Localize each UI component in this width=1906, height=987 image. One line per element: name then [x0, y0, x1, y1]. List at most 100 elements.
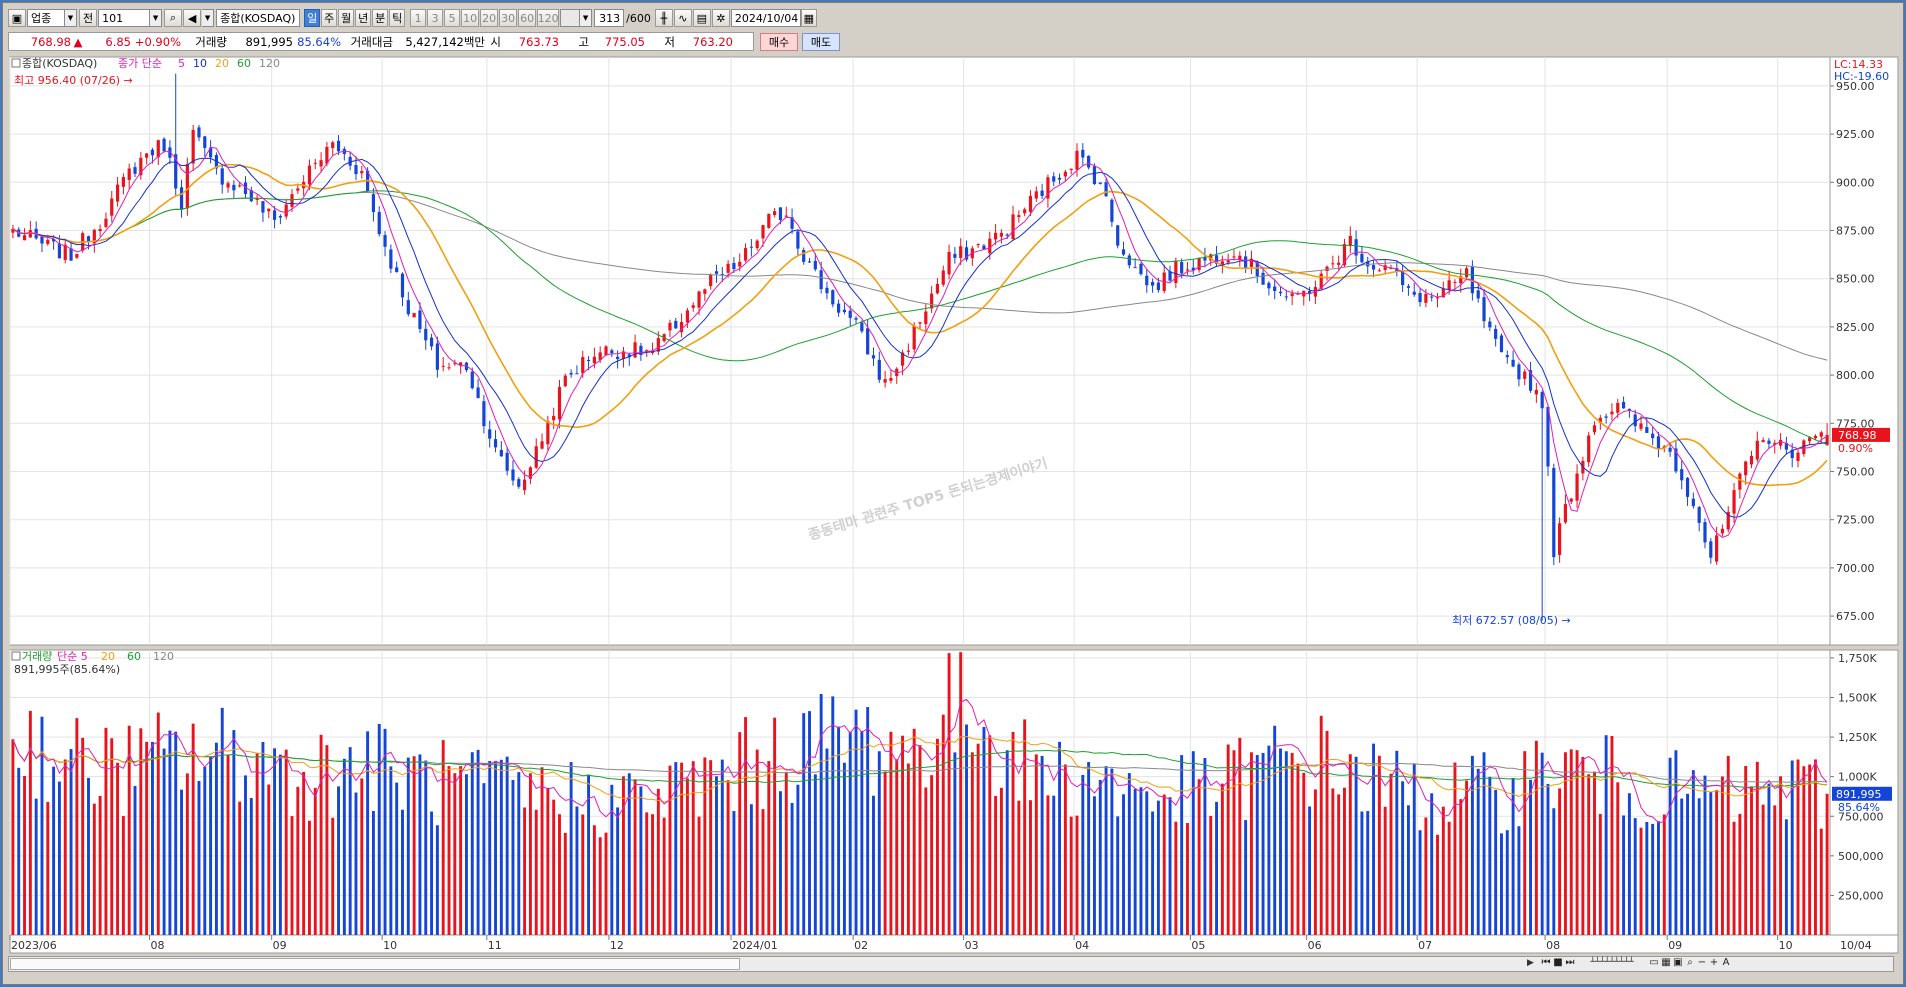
volume-bar — [1441, 806, 1445, 935]
volume-bar — [1046, 795, 1050, 935]
volume-bar — [331, 817, 335, 935]
interval-3-button[interactable]: 3 — [427, 9, 444, 27]
grid-icon[interactable]: ▦ — [1661, 957, 1671, 968]
candle-body — [1540, 392, 1544, 409]
interval-30-button[interactable]: 30 — [499, 9, 518, 27]
volume-bar — [366, 731, 370, 935]
current-price: 768.98 — [30, 34, 71, 49]
volume-bar — [592, 825, 596, 935]
candle-body — [674, 320, 678, 329]
candle-body — [1755, 440, 1759, 460]
gear-icon[interactable]: ✲ — [711, 9, 730, 27]
tab-period-minute[interactable]: 분 — [372, 9, 389, 27]
volume-bar — [494, 760, 497, 935]
volume-bar — [389, 766, 393, 935]
volume-bar — [1657, 821, 1660, 935]
volume-bar — [81, 737, 85, 935]
print-icon[interactable]: ▣ — [1673, 957, 1683, 968]
candle-body — [709, 274, 713, 287]
volume-legend-box-icon[interactable] — [11, 651, 21, 661]
volume-bar — [371, 810, 375, 935]
interval-10-button[interactable]: 10 — [461, 9, 480, 27]
zoom-icon[interactable]: ⌕ — [1687, 957, 1693, 968]
candle-body — [906, 350, 910, 352]
zoom-in-icon[interactable]: + — [1709, 957, 1719, 968]
candle-body — [232, 184, 236, 191]
jump-start-icon[interactable]: ⏮ — [1541, 957, 1551, 968]
ruler-icon[interactable]: ┴┴┴┴┴┴┴┴┴ — [1590, 957, 1634, 966]
pause-icon[interactable]: ■ — [1553, 957, 1563, 968]
custom-interval-input[interactable] — [560, 9, 581, 27]
candle-body — [1697, 507, 1701, 523]
interval-60-button[interactable]: 60 — [518, 9, 537, 27]
tab-period-year[interactable]: 년 — [355, 9, 372, 27]
volume-bar — [1401, 781, 1405, 935]
candle-body — [1587, 435, 1591, 463]
date-input[interactable]: 2024/10/04 — [730, 9, 801, 27]
volume-bar — [17, 767, 21, 935]
volume-bar — [1366, 811, 1370, 935]
text-tool-icon[interactable]: A — [1722, 957, 1730, 968]
copy-icon[interactable]: ▭ — [1649, 957, 1659, 968]
count-input[interactable]: 313 — [594, 9, 625, 27]
speaker-dropdown-icon[interactable]: ▼ — [202, 9, 215, 27]
tab-period-week[interactable]: 주 — [321, 9, 338, 27]
candle-body — [953, 253, 957, 258]
candle-type-icon[interactable]: ╫ — [654, 9, 673, 27]
candle-body — [319, 160, 323, 167]
candle-body — [336, 140, 341, 152]
candle-body — [732, 262, 736, 270]
price-tick-label: 825.00 — [1836, 321, 1875, 334]
candle-body — [1284, 296, 1288, 298]
candle-body — [517, 479, 521, 487]
code-dropdown-icon[interactable]: ▼ — [150, 9, 163, 27]
custom-interval-dropdown-icon[interactable]: ▼ — [580, 9, 593, 27]
candle-body — [1430, 296, 1434, 298]
code-input[interactable]: 101 — [98, 9, 151, 27]
save-icon[interactable]: ▤ — [692, 9, 711, 27]
speaker-icon[interactable]: ◀ — [183, 9, 202, 27]
window-icon[interactable]: ▣ — [8, 9, 26, 27]
candle-body — [284, 204, 288, 217]
hc-label: HC:-19.60 — [1834, 70, 1889, 83]
tab-period-tick[interactable]: 틱 — [389, 9, 406, 27]
price-change-pct: +0.90% — [134, 34, 181, 49]
date-label: 11 — [488, 939, 502, 952]
market-select[interactable]: 업종 — [27, 9, 65, 27]
candle-body — [1238, 255, 1242, 260]
volume-bar — [837, 726, 841, 935]
open-label: 시 — [490, 34, 501, 49]
volume-bar — [1529, 779, 1532, 935]
zoom-out-icon[interactable]: − — [1697, 957, 1707, 968]
tab-period-day[interactable]: 일 — [304, 9, 321, 27]
volume-bar — [744, 717, 748, 935]
market-dropdown-icon[interactable]: ▼ — [65, 9, 77, 27]
candle-body — [395, 267, 399, 273]
candle-body — [1342, 243, 1347, 266]
volume-bar — [348, 747, 352, 935]
tab-period-month[interactable]: 월 — [338, 9, 355, 27]
interval-20-button[interactable]: 20 — [480, 9, 499, 27]
volume-bar — [1226, 744, 1230, 935]
price-tick-label: 950.00 — [1836, 80, 1875, 93]
volume-bar — [104, 727, 108, 935]
candle-body — [1371, 265, 1376, 270]
interval-5-button[interactable]: 5 — [444, 9, 461, 27]
search-icon[interactable]: ⌕ — [164, 9, 183, 27]
scroll-right-icon[interactable]: ▶ — [1527, 958, 1534, 968]
line-type-icon[interactable]: ∿ — [673, 9, 692, 27]
sell-button[interactable]: 매도 — [802, 33, 840, 51]
jump-end-icon[interactable]: ⏭ — [1565, 957, 1575, 968]
volume-bar — [1430, 793, 1434, 935]
legend-box-icon[interactable] — [11, 58, 21, 68]
interval-1-button[interactable]: 1 — [410, 9, 427, 27]
prev-button[interactable]: 전 — [79, 9, 98, 27]
buy-button[interactable]: 매수 — [760, 33, 798, 51]
price-panel[interactable] — [9, 56, 1831, 646]
chart-scrollbar[interactable]: ◀ ▶ ⏮ ■ ⏭ ┴┴┴┴┴┴┴┴┴ ▭ ▦ ▣ ⌕ − + A — [8, 956, 1894, 972]
calendar-icon[interactable]: ▦ — [800, 9, 817, 27]
scroll-thumb[interactable] — [10, 958, 740, 970]
candle-body — [418, 310, 422, 329]
interval-120-button[interactable]: 120 — [537, 9, 560, 27]
